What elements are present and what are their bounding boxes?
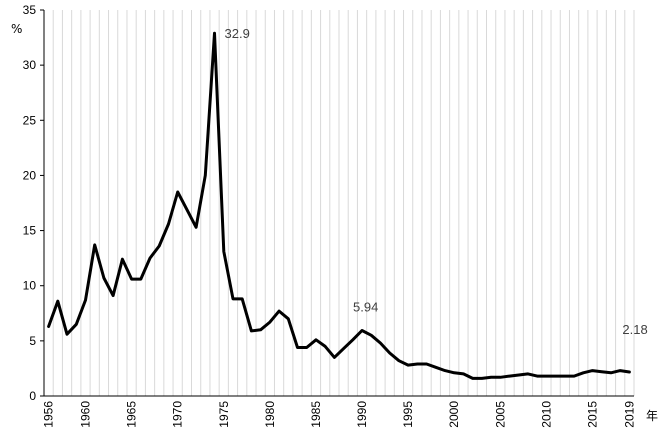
y-tick-label: 5 [29, 334, 36, 348]
x-tick-label: 1965 [125, 401, 139, 428]
x-tick-label: 1995 [401, 401, 415, 428]
y-tick-label: 15 [23, 224, 37, 238]
series-layer [47, 31, 631, 380]
x-axis-unit-label: 年 [646, 409, 658, 423]
y-axis-unit-label: % [11, 22, 22, 36]
data-label: 32.9 [225, 26, 250, 41]
vertical-gridlines [52, 10, 635, 396]
x-tick-label: 1960 [78, 401, 92, 428]
data-label: 2.18 [622, 322, 647, 337]
y-tick-label: 0 [29, 389, 36, 403]
x-tick-label: 1956 [42, 401, 56, 428]
y-tick-label: 35 [23, 3, 37, 17]
x-tick-label: 2019 [622, 401, 636, 428]
y-tick-label: 20 [23, 168, 37, 182]
x-tick-label: 2010 [539, 401, 553, 428]
y-tick-label: 25 [23, 113, 37, 127]
axes [40, 9, 634, 397]
x-tick-label: 1970 [171, 401, 185, 428]
y-tick-label: 10 [23, 279, 37, 293]
x-tick-label: 2005 [493, 401, 507, 428]
x-tick-label: 1980 [263, 401, 277, 428]
x-tick-labels: 1956 1960 1965 1970 1975 1980 1985 1990 1995 2000… [42, 401, 637, 428]
x-tick-label: 1975 [217, 401, 231, 428]
series-line [47, 31, 631, 380]
y-tick-label: 30 [23, 58, 37, 72]
x-tick-label: 1985 [309, 401, 323, 428]
data-label: 5.94 [353, 299, 378, 314]
x-tick-label: 2000 [447, 401, 461, 428]
x-tick-label: 2015 [586, 401, 600, 428]
x-tick-label: 1990 [355, 401, 369, 428]
y-tick-labels: 0 5 10 15 20 25 30 35 [23, 3, 37, 403]
annotations: 32.9 5.94 2.18 [225, 26, 648, 337]
